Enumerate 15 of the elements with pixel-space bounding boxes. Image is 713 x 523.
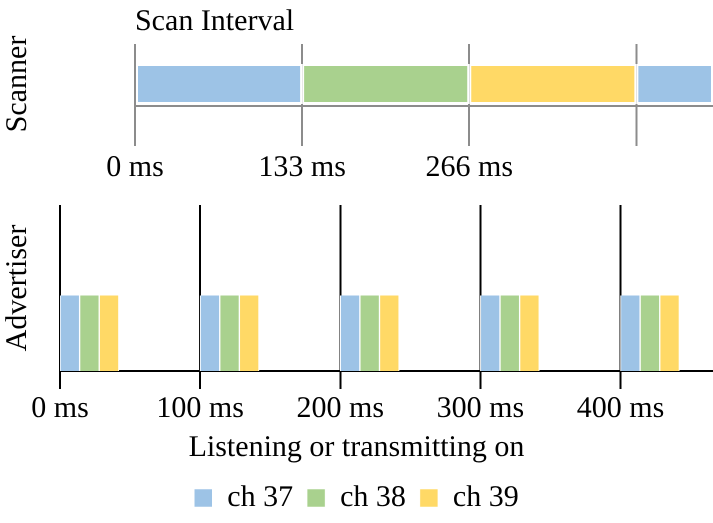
- legend-label: ch 37: [227, 480, 294, 513]
- legend-label: ch 39: [452, 480, 519, 513]
- y-axis-title: Advertiser: [0, 224, 33, 352]
- x-tick-label: 100 ms: [156, 390, 244, 424]
- legend-label: ch 38: [340, 480, 406, 513]
- x-tick-label: 0 ms: [31, 390, 89, 424]
- x-tick-label: 0 ms: [106, 150, 164, 183]
- x-tick-label: 300 ms: [436, 390, 524, 424]
- x-tick-label: 133 ms: [258, 150, 346, 183]
- x-tick-label: 266 ms: [425, 150, 513, 183]
- x-tick-label: 400 ms: [576, 390, 664, 424]
- legend-title: Listening or transmitting on: [188, 430, 524, 463]
- y-axis-title: Scanner: [0, 36, 33, 132]
- chart-title: Scan Interval: [135, 4, 294, 37]
- x-tick-label: 200 ms: [296, 390, 384, 424]
